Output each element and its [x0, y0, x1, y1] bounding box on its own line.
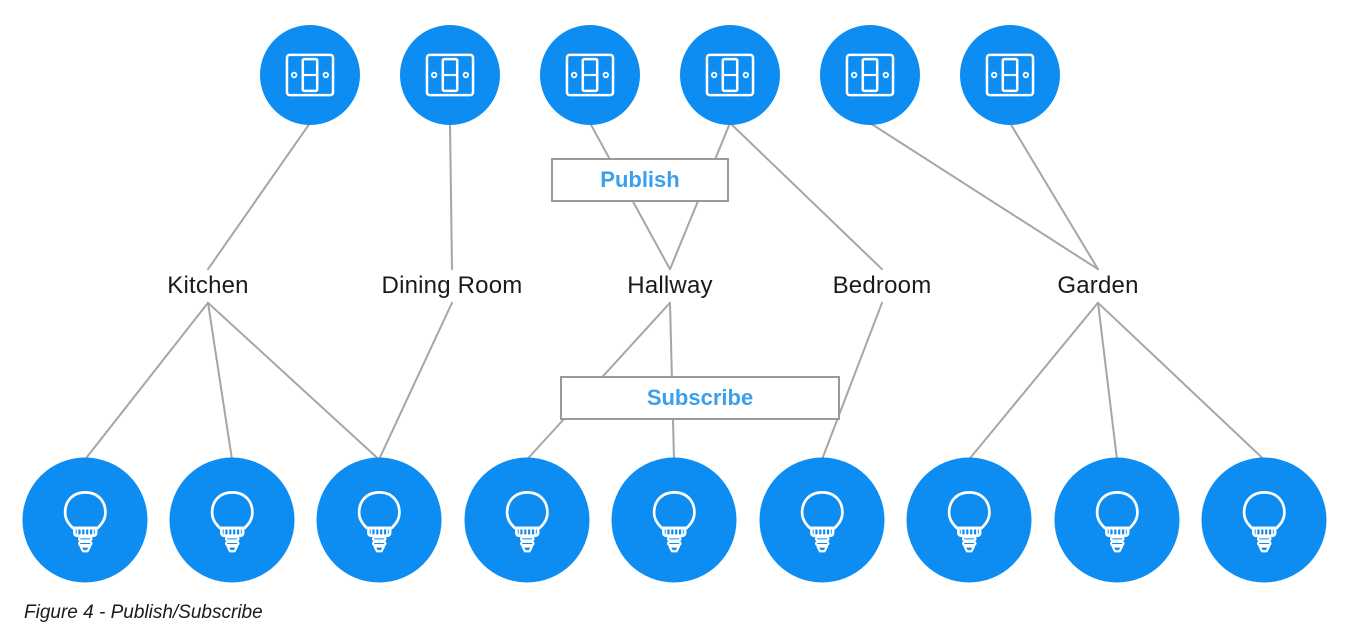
edge — [1098, 303, 1264, 460]
edge — [208, 303, 379, 460]
switch-node — [960, 25, 1060, 125]
lightbulb-icon — [488, 481, 566, 559]
switch-icon — [694, 39, 766, 111]
lightbulb-icon — [1078, 481, 1156, 559]
bulb-node — [907, 458, 1032, 583]
edge — [208, 303, 232, 460]
lightbulb-icon — [635, 481, 713, 559]
lightbulb-icon — [1225, 481, 1303, 559]
topic-label: Garden — [1057, 272, 1138, 300]
subscribe-label-box: Subscribe — [560, 376, 840, 420]
bulb-node — [465, 458, 590, 583]
switch-node — [400, 25, 500, 125]
bulb-node — [612, 458, 737, 583]
switch-node — [540, 25, 640, 125]
edge — [870, 123, 1098, 269]
switch-node — [260, 25, 360, 125]
topic-label: Bedroom — [833, 272, 932, 300]
publish-label-box: Publish — [551, 158, 729, 202]
lightbulb-icon — [193, 481, 271, 559]
bulb-node — [1055, 458, 1180, 583]
lightbulb-icon — [930, 481, 1008, 559]
topic-label: Kitchen — [167, 272, 248, 300]
lightbulb-icon — [340, 481, 418, 559]
edge — [1098, 303, 1117, 460]
edge — [379, 303, 452, 460]
edge — [85, 303, 208, 460]
switch-icon — [274, 39, 346, 111]
bulb-node — [1202, 458, 1327, 583]
lightbulb-icon — [783, 481, 861, 559]
bulb-node — [23, 458, 148, 583]
edge — [730, 123, 882, 269]
switch-icon — [554, 39, 626, 111]
topic-label: Dining Room — [382, 272, 523, 300]
switch-icon — [974, 39, 1046, 111]
edge — [969, 303, 1098, 460]
switch-icon — [834, 39, 906, 111]
edge — [450, 123, 452, 269]
diagram-stage: Kitchen Dining Room Hallway Bedroom Garden Pu… — [0, 0, 1357, 639]
bulb-node — [760, 458, 885, 583]
bulb-node — [317, 458, 442, 583]
edge — [208, 123, 310, 269]
switch-node — [820, 25, 920, 125]
switch-icon — [414, 39, 486, 111]
lightbulb-icon — [46, 481, 124, 559]
topic-label: Hallway — [627, 272, 712, 300]
figure-caption: Figure 4 - Publish/Subscribe — [24, 602, 263, 624]
edge — [1010, 123, 1098, 269]
switch-node — [680, 25, 780, 125]
bulb-node — [170, 458, 295, 583]
